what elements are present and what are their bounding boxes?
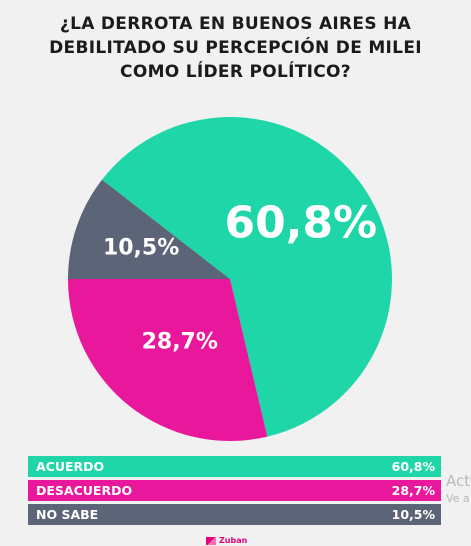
watermark-line-1: Act <box>446 472 471 490</box>
brand-logo: Zuban <box>206 536 247 545</box>
legend-row-acuerdo: ACUERDO 60,8% <box>28 456 441 477</box>
title-line-2: DEBILITADO SU PERCEPCIÓN DE MILEI <box>49 38 422 58</box>
legend-label: DESACUERDO <box>36 483 133 498</box>
pie-chart: 60,8% 28,7% 10,5% <box>68 117 393 441</box>
legend: ACUERDO 60,8% DESACUERDO 28,7% NO SABE 1… <box>28 456 441 528</box>
legend-value: 10,5% <box>391 507 435 522</box>
legend-row-no-sabe: NO SABE 10,5% <box>28 504 441 525</box>
legend-row-desacuerdo: DESACUERDO 28,7% <box>28 480 441 501</box>
slice-acuerdo <box>101 117 393 437</box>
legend-label: NO SABE <box>36 507 99 522</box>
activation-watermark: Act Ve a <box>446 472 470 508</box>
legend-value: 28,7% <box>391 483 435 498</box>
slice-no-sabe-label: 10,5% <box>103 236 179 261</box>
slice-no-sabe <box>68 179 230 279</box>
slice-desacuerdo-label: 28,7% <box>142 330 218 355</box>
logo-text: Zuban <box>219 536 248 545</box>
legend-value: 60,8% <box>391 459 435 474</box>
slice-acuerdo-label: 60,8% <box>225 197 378 248</box>
chart-title: ¿LA DERROTA EN BUENOS AIRES HA DEBILITAD… <box>0 12 471 84</box>
title-line-3: COMO LÍDER POLÍTICO? <box>120 62 351 82</box>
title-line-1: ¿LA DERROTA EN BUENOS AIRES HA <box>59 14 412 34</box>
legend-label: ACUERDO <box>36 459 105 474</box>
logo-icon <box>206 536 216 545</box>
slice-desacuerdo <box>68 279 268 441</box>
watermark-line-2: Ve a <box>446 492 470 505</box>
